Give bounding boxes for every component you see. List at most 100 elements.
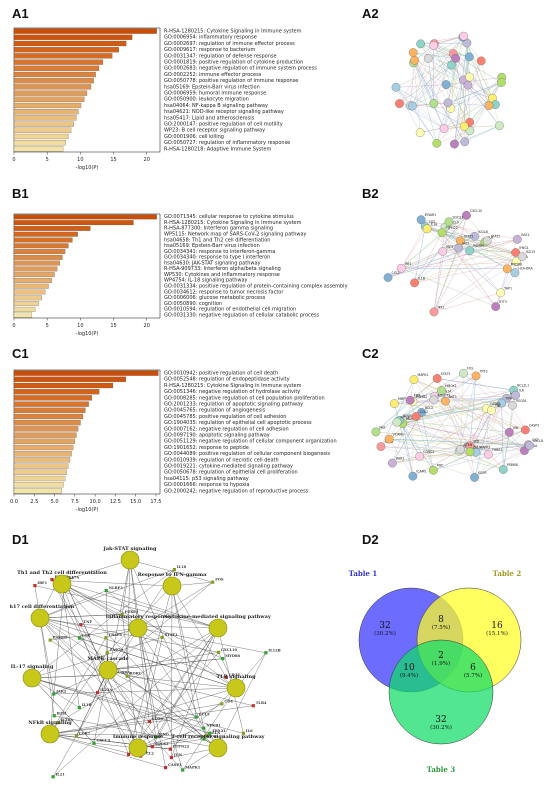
protein-node xyxy=(423,53,433,63)
edge xyxy=(446,84,493,99)
plot-frame xyxy=(13,369,161,495)
edge xyxy=(31,677,95,744)
pathway-hub-label: Cytokine-mediated signaling pathway xyxy=(165,614,272,620)
protein-node xyxy=(415,451,424,461)
edge xyxy=(50,627,139,641)
protein-label: MAPK1 xyxy=(417,373,428,377)
protein-label: VEGFA xyxy=(516,399,527,403)
bar xyxy=(13,34,133,40)
protein-label: STAT2 xyxy=(491,234,501,238)
term-label: GO:0034612: response to tumor necrosis f… xyxy=(164,289,284,295)
protein-label: MX1 xyxy=(438,305,445,309)
edge xyxy=(52,627,219,777)
d1-network: CD8B1AIFNGSTAT1IRF1IL12BIL2RASOCS3JAK2CX… xyxy=(6,538,290,788)
bar xyxy=(13,420,81,426)
edge xyxy=(171,627,219,758)
protein-node xyxy=(517,252,527,261)
edge xyxy=(410,36,464,106)
pathway-hub xyxy=(30,608,50,628)
edge xyxy=(399,420,434,471)
gene-label: STAT1 xyxy=(165,633,178,637)
bar xyxy=(13,295,42,301)
protein-label: SOCS1 xyxy=(452,215,463,219)
protein-node xyxy=(470,232,480,241)
edge xyxy=(395,84,447,88)
protein-label: CXCL8 xyxy=(533,439,543,443)
bar xyxy=(13,40,127,47)
gene-label: CXCL10 xyxy=(221,648,237,652)
edge xyxy=(441,375,477,391)
pathway-hub xyxy=(128,738,148,758)
protein-node xyxy=(410,278,419,288)
edge xyxy=(421,219,518,240)
term-label: hsa05417: Lipid and atherosclerosis xyxy=(164,115,255,121)
x-tick-label: 20 xyxy=(144,157,150,163)
bar xyxy=(13,401,89,407)
protein-label: HMOX1 xyxy=(445,384,457,388)
bar-chart-b1-svg: GO:0071345: cellular response to cytokin… xyxy=(12,213,348,337)
protein-label: IL6 xyxy=(488,236,493,240)
gene-label: NLRP3 xyxy=(109,586,124,590)
edge xyxy=(460,373,464,450)
edge xyxy=(399,43,435,104)
bar xyxy=(13,249,66,254)
venn-set-label: Table 2 xyxy=(493,569,522,578)
edge xyxy=(399,420,525,451)
venn-region-percent: (7.5%) xyxy=(432,624,450,631)
edge xyxy=(39,617,183,771)
term-label: GO:0071345: cellular response to cytokin… xyxy=(164,214,294,220)
protein-node xyxy=(443,98,453,108)
edge xyxy=(459,375,477,452)
term-label: GO:0007162: negative regulation of cell … xyxy=(164,426,289,432)
bar xyxy=(13,47,119,53)
edge xyxy=(107,658,223,671)
edge xyxy=(171,585,227,678)
protein-label: NFKBIA xyxy=(403,414,415,418)
edge xyxy=(108,559,131,675)
edge xyxy=(448,221,475,237)
term-label: GO:0050678: regulation of epithelial cel… xyxy=(164,470,298,476)
gene-node xyxy=(211,580,215,584)
edge xyxy=(57,580,139,629)
protein-node xyxy=(460,137,470,147)
panel-label-b1: B1 xyxy=(12,186,29,201)
edge xyxy=(434,43,502,83)
protein-label: MMP9 xyxy=(398,397,407,401)
edge xyxy=(392,450,460,464)
edge xyxy=(137,728,204,749)
x-tick-label: 5.0 xyxy=(51,499,59,505)
bar xyxy=(13,469,67,475)
gene-label: TBX21 xyxy=(212,729,226,733)
bar xyxy=(13,78,94,84)
x-tick-label: 12.5 xyxy=(110,499,121,505)
bar xyxy=(13,254,63,260)
edge xyxy=(76,687,237,737)
protein-node xyxy=(416,215,426,225)
term-label: GO:2000242: negative regulation of repro… xyxy=(164,488,309,494)
edge xyxy=(414,60,445,129)
gene-node xyxy=(204,733,209,738)
gene-node xyxy=(216,650,221,654)
edge xyxy=(395,87,445,129)
bar xyxy=(13,146,64,152)
protein-label: PTEN xyxy=(464,443,473,447)
ppi-network-a2 xyxy=(382,20,532,160)
bar xyxy=(13,306,36,312)
edge xyxy=(410,378,438,401)
ppi-network-a2-svg xyxy=(391,31,507,149)
gene-node xyxy=(150,745,154,749)
venn-region-percent: (15.1%) xyxy=(486,630,508,637)
venn-diagram: Table 1 Table 2 Table 3 32 (30.2%) 16 (15.1%) 3… xyxy=(345,550,545,786)
edge xyxy=(380,379,415,447)
term-label: GO:0045785: positive regulation of cell … xyxy=(164,414,286,420)
bar xyxy=(13,301,39,306)
gene-label: IL6 xyxy=(246,729,253,733)
edge xyxy=(39,569,175,619)
gene-node xyxy=(169,755,173,760)
x-tick-label: 10.0 xyxy=(90,499,101,505)
protein-node xyxy=(464,52,474,62)
pathway-hub-label: Jak-STAT signaling xyxy=(102,546,157,552)
term-label: hsa04658: Th1 and Th2 cell differentiati… xyxy=(164,237,270,243)
bar xyxy=(13,266,58,272)
edge xyxy=(50,639,219,749)
